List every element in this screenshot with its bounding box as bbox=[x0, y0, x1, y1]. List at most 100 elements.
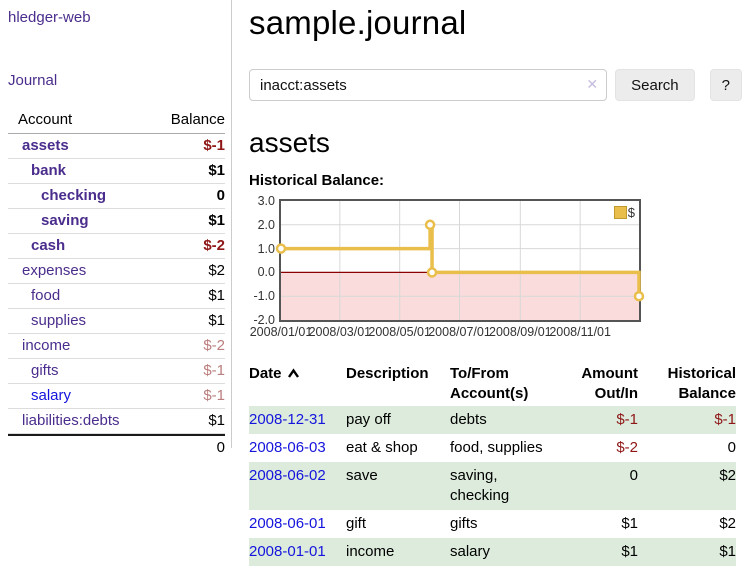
search-button[interactable]: Search bbox=[615, 69, 695, 101]
accounts-cell: saving, checking bbox=[450, 467, 510, 504]
sidebar-account-link[interactable]: bank bbox=[31, 162, 67, 179]
account-row: food $1 bbox=[8, 284, 225, 309]
sidebar-account-link[interactable]: expenses bbox=[22, 262, 87, 279]
sort-ascending-icon bbox=[287, 365, 300, 385]
sidebar-account-link[interactable]: cash bbox=[31, 237, 66, 254]
account-row: saving $1 bbox=[8, 209, 225, 234]
date-cell: 2008-06-02 bbox=[249, 462, 346, 510]
transaction-date-link[interactable]: 2008-06-03 bbox=[249, 439, 326, 456]
legend-label: $ bbox=[627, 205, 635, 220]
sidebar: hledger-web Journal Account Balance asse… bbox=[0, 0, 232, 456]
account-balance: $-1 bbox=[203, 387, 225, 404]
sidebar-item-journal[interactable]: Journal bbox=[8, 72, 58, 89]
account-balance: $-1 bbox=[203, 137, 225, 154]
description-cell: eat & shop bbox=[346, 439, 418, 456]
balance-cell: $1 bbox=[719, 543, 736, 560]
account-total-row: 0 bbox=[8, 434, 225, 459]
y-axis-tick-label: -1.0 bbox=[253, 289, 275, 304]
amount-cell: $-2 bbox=[616, 439, 638, 456]
sidebar-account-link[interactable]: saving bbox=[41, 212, 89, 229]
description-cell: income bbox=[346, 543, 395, 560]
amount-cell: 0 bbox=[629, 467, 638, 484]
register-header-row: Date Description To/From Account(s) Amou… bbox=[249, 362, 736, 406]
balance-column-header: Historical Balance bbox=[667, 365, 736, 402]
account-row: checking 0 bbox=[8, 184, 225, 209]
account-row: assets $-1 bbox=[8, 134, 225, 159]
balance-cell: $2 bbox=[719, 467, 736, 484]
search-input[interactable] bbox=[249, 69, 608, 101]
account-table-header: Account Balance bbox=[8, 108, 225, 134]
description-cell: save bbox=[346, 467, 378, 484]
date-cell: 2008-06-01 bbox=[249, 510, 346, 538]
y-axis-tick-label: -2.0 bbox=[253, 313, 275, 327]
x-axis-tick-label: 2008/05/01 bbox=[368, 325, 431, 339]
balance-cell: $-1 bbox=[714, 411, 736, 428]
table-row: 2008-06-02 save saving, checking 0 $2 bbox=[249, 462, 736, 510]
table-row: 2008-12-31 pay off debts $-1 $-1 bbox=[249, 406, 736, 434]
amount-cell: $-1 bbox=[616, 411, 638, 428]
y-axis-tick-label: 2.0 bbox=[257, 217, 275, 232]
account-balance: 0 bbox=[216, 187, 225, 204]
sidebar-account-link[interactable]: supplies bbox=[31, 312, 87, 329]
x-axis-tick-label: 2008/07/01 bbox=[428, 325, 491, 339]
account-balance: $1 bbox=[208, 412, 225, 429]
accounts-cell: food, supplies bbox=[450, 439, 543, 456]
sidebar-account-link[interactable]: salary bbox=[31, 387, 72, 404]
help-button[interactable]: ? bbox=[709, 69, 742, 101]
account-heading: assets bbox=[249, 127, 330, 158]
x-axis-tick-label: 2008/11/01 bbox=[549, 325, 611, 339]
table-row: 2008-01-01 income salary $1 $1 bbox=[249, 538, 736, 566]
page-title: sample.journal bbox=[249, 4, 467, 41]
table-row: 2008-06-01 gift gifts $1 $2 bbox=[249, 510, 736, 538]
x-axis-tick-label: 2008/09/01 bbox=[489, 325, 552, 339]
search-input-wrap: ✕ bbox=[249, 69, 608, 101]
accounts-cell: gifts bbox=[450, 515, 478, 532]
sidebar-account-link[interactable]: checking bbox=[41, 187, 107, 204]
date-cell: 2008-06-03 bbox=[249, 434, 346, 462]
account-balance: $1 bbox=[208, 287, 225, 304]
sidebar-account-link[interactable]: assets bbox=[22, 137, 69, 154]
account-row: income $-2 bbox=[8, 334, 225, 359]
amount-column-header: Amount Out/In bbox=[581, 365, 638, 402]
sidebar-account-link[interactable]: food bbox=[31, 287, 61, 304]
account-balance: $-2 bbox=[203, 337, 225, 354]
total-balance: 0 bbox=[216, 439, 225, 456]
balance-cell: $2 bbox=[719, 515, 736, 532]
legend-swatch bbox=[613, 206, 627, 219]
y-axis-tick-label: 3.0 bbox=[257, 194, 275, 208]
account-balance: $1 bbox=[208, 312, 225, 329]
description-cell: gift bbox=[346, 515, 367, 532]
sidebar-account-link[interactable]: gifts bbox=[31, 362, 59, 379]
chart-x-axis-labels: 2008/01/01 2008/03/01 2008/05/01 2008/07/01… bbox=[249, 325, 742, 343]
account-balance: $-1 bbox=[203, 362, 225, 379]
description-cell: pay off bbox=[346, 411, 391, 428]
account-balance: $2 bbox=[208, 262, 225, 279]
chart-plot-area: $ bbox=[275, 199, 645, 322]
sidebar-account-link[interactable]: liabilities:debts bbox=[22, 412, 120, 429]
search-form: ✕ Search ? bbox=[249, 69, 742, 101]
accounts-cell: debts bbox=[450, 411, 487, 428]
account-rows: assets $-1 bank $1 checking 0 saving $1 cash $-2 e… bbox=[8, 134, 225, 434]
amount-cell: $1 bbox=[621, 543, 638, 560]
account-column-header: Account bbox=[18, 111, 73, 128]
main-content: sample.journal ✕ Search ? assets Histori… bbox=[249, 0, 742, 566]
transaction-date-link[interactable]: 2008-06-02 bbox=[249, 467, 326, 484]
app-brand-link[interactable]: hledger-web bbox=[8, 9, 91, 26]
historical-balance-chart: 3.0 2.0 1.0 0.0 -1.0 -2.0 $ 2008/01/01 2008/03… bbox=[249, 194, 742, 339]
transaction-date-link[interactable]: 2008-12-31 bbox=[249, 411, 326, 428]
chart-heading: Historical Balance: bbox=[249, 172, 385, 189]
transaction-date-link[interactable]: 2008-01-01 bbox=[249, 543, 326, 560]
account-balance-table: Account Balance assets $-1 bank $1 checking 0… bbox=[8, 108, 225, 459]
table-row: 2008-06-03 eat & shop food, supplies $-2 0 bbox=[249, 434, 736, 462]
transaction-date-link[interactable]: 2008-06-01 bbox=[249, 515, 326, 532]
date-cell: 2008-01-01 bbox=[249, 538, 346, 566]
x-axis-tick-label: 2008/01/01 bbox=[249, 325, 313, 339]
clear-search-icon[interactable]: ✕ bbox=[586, 76, 599, 92]
sidebar-account-link[interactable]: income bbox=[22, 337, 71, 354]
account-row: gifts $-1 bbox=[8, 359, 225, 384]
account-column-header: To/From Account(s) bbox=[450, 365, 529, 402]
account-row: salary $-1 bbox=[8, 384, 225, 409]
y-axis-tick-label: 1.0 bbox=[257, 241, 275, 256]
date-column-header[interactable]: Date bbox=[249, 362, 346, 406]
chart-canvas bbox=[275, 201, 645, 320]
